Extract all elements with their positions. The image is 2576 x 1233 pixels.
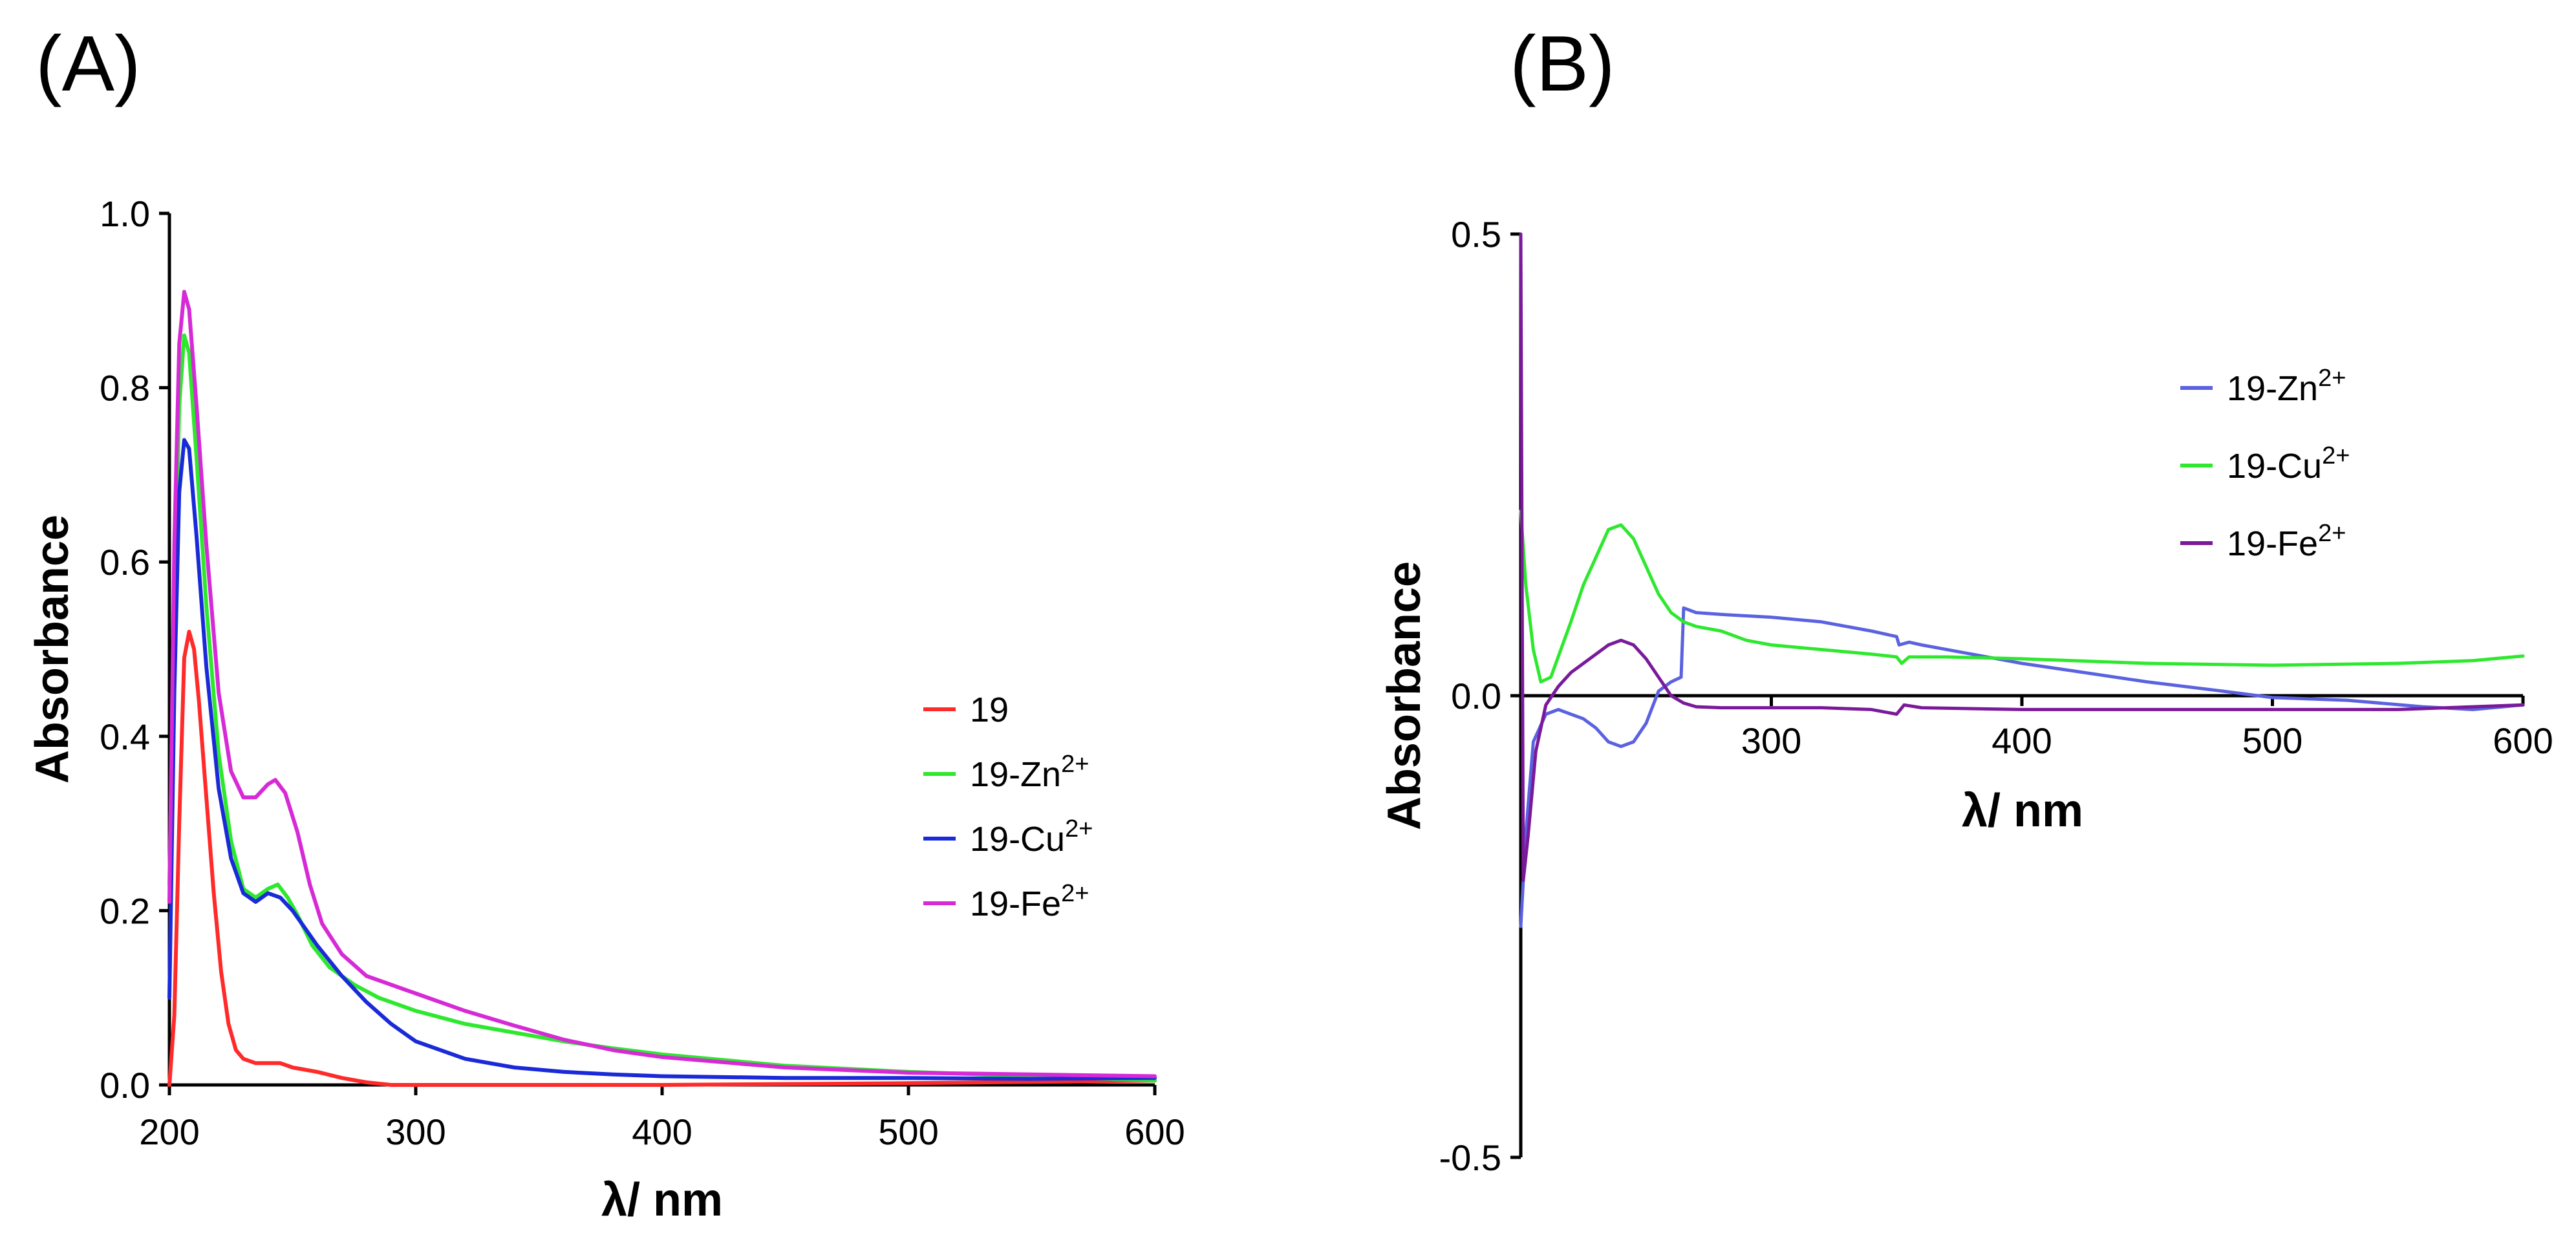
legend-label: 19-Fe2+ [2227, 520, 2346, 563]
legend-label-base: 19-Zn [970, 755, 1061, 794]
legend-label-base: 19-Fe [2227, 524, 2318, 563]
legend-item: 19 [923, 691, 1009, 729]
y-tick-label: 0.2 [100, 890, 150, 931]
y-ticks-a: 0.0 0.2 0.4 0.6 0.8 1.0 [100, 193, 169, 1106]
y-tick-label: 0.8 [100, 368, 150, 409]
legend-label: 19-Fe2+ [970, 880, 1089, 923]
y-axis-title-a: Absorbance [27, 515, 78, 784]
x-tick-label: 400 [1991, 720, 2052, 761]
chart-a: (A) 0.0 0.2 0.4 0.6 0.8 1.0 200 300 400 500 600 λ… [27, 19, 1185, 1226]
series-group-a [167, 290, 1157, 1087]
x-tick-label: 400 [632, 1111, 692, 1152]
legend-label-superscript: 2+ [1065, 815, 1093, 842]
legend-item: 19-Fe2+ [923, 880, 1089, 923]
x-ticks-b: 300 400 500 600 [1741, 696, 2553, 761]
legend-label-superscript: 2+ [1061, 880, 1089, 907]
x-tick-label: 600 [2493, 720, 2553, 761]
legend-label-superscript: 2+ [2318, 520, 2346, 547]
y-tick-label: 0.0 [100, 1065, 150, 1106]
series-line-19-fe2- [1519, 232, 2525, 883]
x-tick-label: 600 [1124, 1111, 1185, 1152]
legend-label: 19-Zn2+ [2227, 365, 2346, 408]
panel-label-b: (B) [1510, 19, 1615, 107]
series-line-19-cu2- [1519, 509, 2525, 684]
x-axis-title-b: λ/ nm [1962, 785, 2083, 837]
y-axis-title-b: Absorbance [1379, 561, 1430, 830]
y-ticks-b: -0.5 0.0 0.5 [1439, 214, 1521, 1178]
x-tick-label: 500 [878, 1111, 938, 1152]
y-tick-label: 0.4 [100, 716, 150, 757]
x-axis-title-a: λ/ nm [601, 1174, 723, 1226]
chart-b: (B) -0.5 0.0 0.5 300 400 500 600 λ/ nm Absorb… [1379, 19, 2553, 1178]
series-group-b [1519, 232, 2525, 928]
x-ticks-a: 200 300 400 500 600 [139, 1085, 1185, 1152]
series-line-19-fe2- [167, 290, 1157, 1078]
legend-label-base: 19-Cu [2227, 447, 2322, 486]
series-line-19 [167, 630, 1157, 1087]
x-tick-label: 300 [1741, 720, 1801, 761]
legend-label-base: 19 [970, 691, 1009, 729]
legend-item: 19-Zn2+ [2180, 365, 2346, 408]
legend-label: 19-Cu2+ [2227, 442, 2350, 486]
y-tick-label: 0.6 [100, 542, 150, 583]
legend-label: 19-Cu2+ [970, 815, 1093, 859]
legend-label-base: 19-Zn [2227, 369, 2318, 408]
y-tick-label: 1.0 [100, 193, 150, 234]
x-tick-label: 500 [2242, 720, 2302, 761]
legend-item: 19-Zn2+ [923, 751, 1089, 794]
legend-label-superscript: 2+ [2318, 365, 2346, 392]
legend-label: 19-Zn2+ [970, 751, 1089, 794]
y-tick-label: 0.0 [1451, 676, 1501, 716]
x-tick-label: 200 [139, 1111, 199, 1152]
legend-label-superscript: 2+ [2322, 442, 2350, 469]
legend-label-superscript: 2+ [1061, 751, 1089, 778]
series-line-19-zn2- [1519, 606, 2525, 928]
legend-item: 19-Fe2+ [2180, 520, 2346, 563]
panel-label-a: (A) [36, 19, 141, 107]
legend-label: 19 [970, 691, 1009, 729]
x-tick-label: 300 [385, 1111, 445, 1152]
legend-b: 19-Zn2+19-Cu2+19-Fe2+ [2180, 365, 2350, 563]
series-line-19-cu2- [167, 438, 1157, 1081]
legend-label-base: 19-Cu [970, 820, 1065, 859]
y-tick-label: 0.5 [1451, 214, 1501, 255]
y-tick-label: -0.5 [1439, 1137, 1502, 1178]
legend-label-base: 19-Fe [970, 885, 1061, 923]
legend-item: 19-Cu2+ [2180, 442, 2350, 486]
legend-item: 19-Cu2+ [923, 815, 1093, 859]
